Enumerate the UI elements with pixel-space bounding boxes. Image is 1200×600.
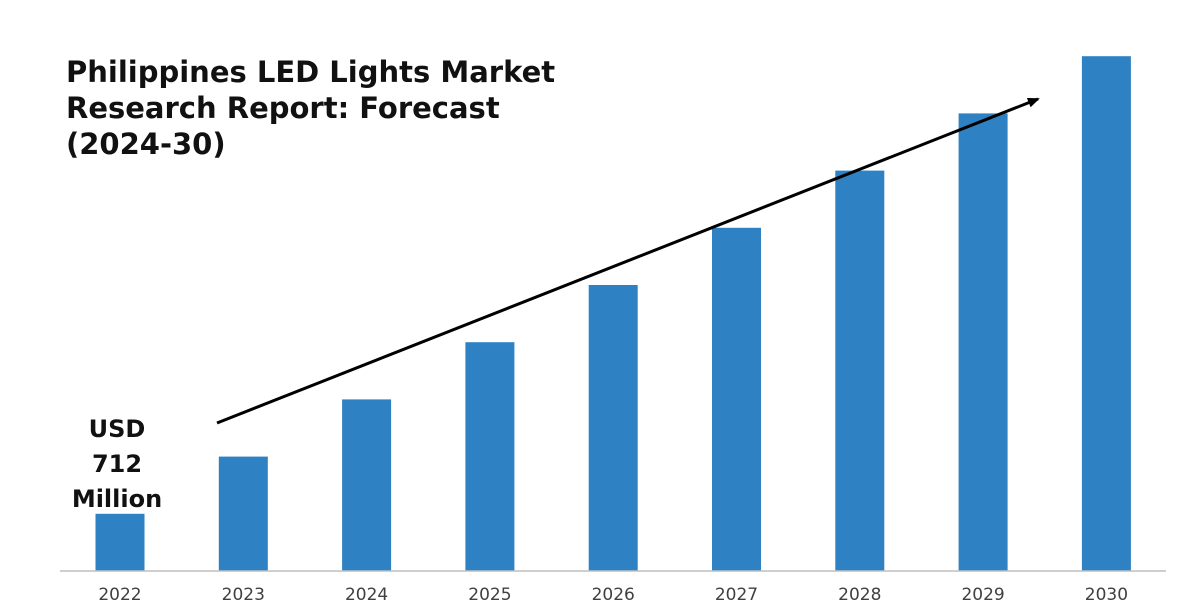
bar-2025 bbox=[465, 342, 515, 571]
bars bbox=[95, 56, 1131, 572]
x-tick-2022: 2022 bbox=[98, 585, 141, 600]
x-tick-2029: 2029 bbox=[961, 585, 1004, 600]
x-tick-2024: 2024 bbox=[345, 585, 388, 600]
x-tick-labels: 2022 2023 2024 2025 2026 2027 2028 2029 2030 bbox=[98, 585, 1128, 600]
bar-2024 bbox=[342, 399, 392, 571]
trend-arrow bbox=[216, 97, 1040, 425]
annotation-line-2: 712 bbox=[91, 450, 143, 478]
bar-2029 bbox=[958, 113, 1008, 572]
bar-2027 bbox=[712, 227, 761, 572]
chart-title: Philippines LED Lights Market Research R… bbox=[66, 55, 556, 161]
x-tick-2027: 2027 bbox=[715, 585, 758, 600]
annotation-line-1: USD bbox=[88, 415, 146, 443]
x-tick-2025: 2025 bbox=[468, 585, 511, 600]
x-tick-2030: 2030 bbox=[1085, 585, 1128, 600]
bar-2023 bbox=[218, 456, 268, 571]
annotation-usd-712-million: USD 712 Million bbox=[62, 412, 172, 517]
x-tick-2023: 2023 bbox=[222, 585, 265, 600]
x-tick-2028: 2028 bbox=[838, 585, 881, 600]
bar-2022 bbox=[95, 513, 145, 571]
annotation-line-3: Million bbox=[71, 485, 163, 513]
bar-2028 bbox=[835, 170, 885, 571]
x-tick-2026: 2026 bbox=[592, 585, 635, 600]
bar-2030 bbox=[1081, 56, 1131, 571]
bar-2026 bbox=[588, 285, 638, 571]
